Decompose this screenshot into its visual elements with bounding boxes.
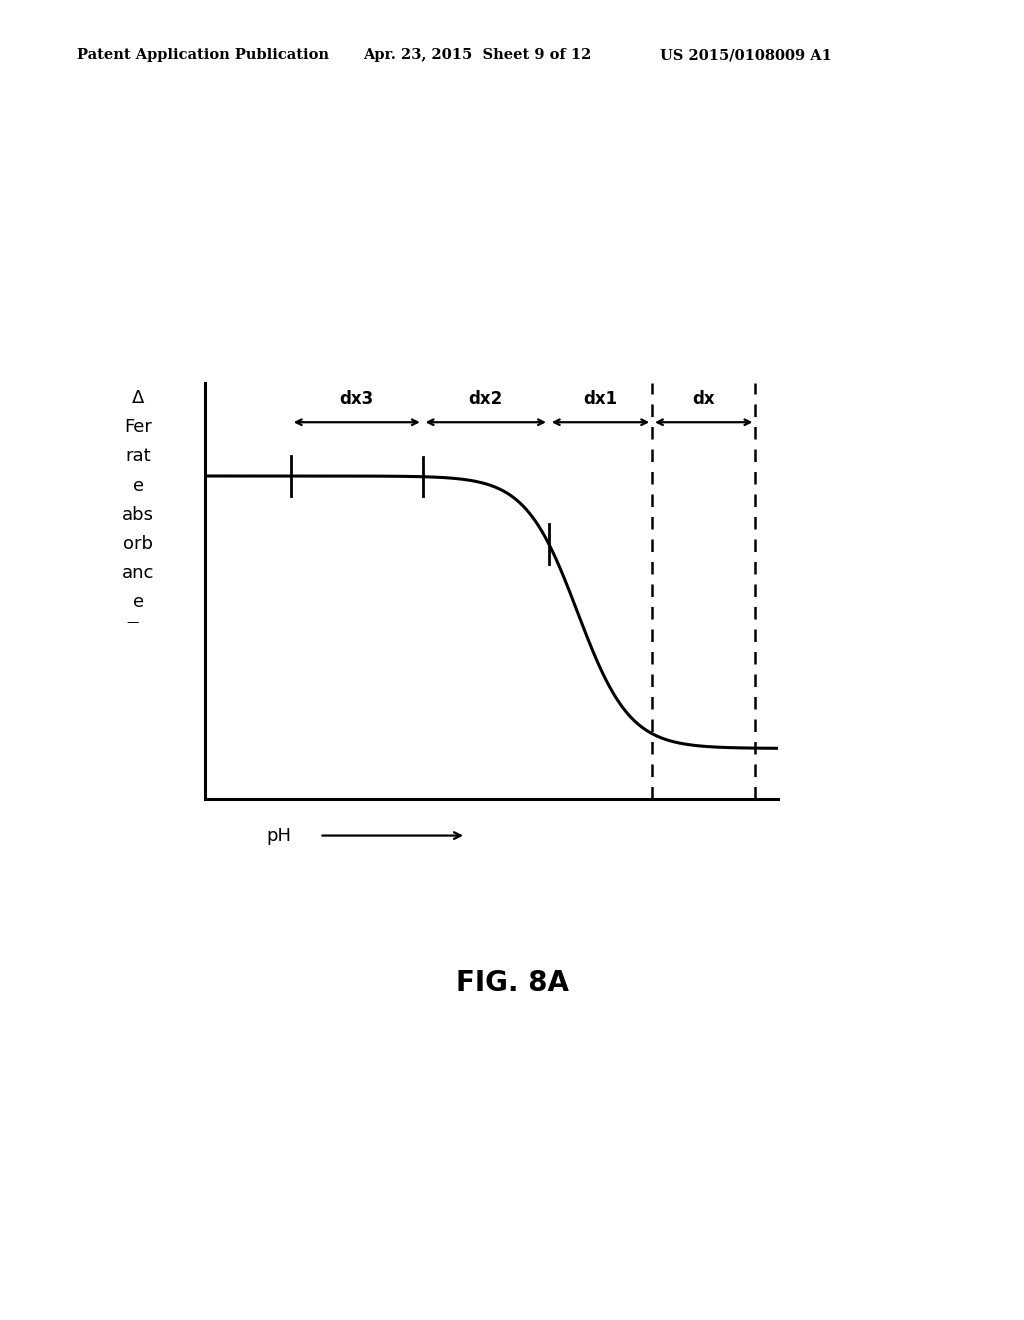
Text: e: e [133, 593, 143, 611]
Text: FIG. 8A: FIG. 8A [456, 969, 568, 998]
Text: orb: orb [123, 535, 154, 553]
Text: US 2015/0108009 A1: US 2015/0108009 A1 [660, 49, 833, 62]
Text: dx2: dx2 [469, 389, 503, 408]
Text: anc: anc [122, 564, 155, 582]
Text: dx1: dx1 [584, 389, 617, 408]
Text: Apr. 23, 2015  Sheet 9 of 12: Apr. 23, 2015 Sheet 9 of 12 [364, 49, 592, 62]
Text: rat: rat [125, 447, 152, 466]
Text: dx3: dx3 [340, 389, 374, 408]
Text: —: — [127, 616, 139, 630]
Text: dx: dx [692, 389, 715, 408]
Text: pH: pH [266, 826, 291, 845]
Text: Patent Application Publication: Patent Application Publication [77, 49, 329, 62]
Text: Δ: Δ [132, 389, 144, 408]
Text: Fer: Fer [124, 418, 153, 437]
Text: e: e [133, 477, 143, 495]
Text: abs: abs [122, 506, 155, 524]
